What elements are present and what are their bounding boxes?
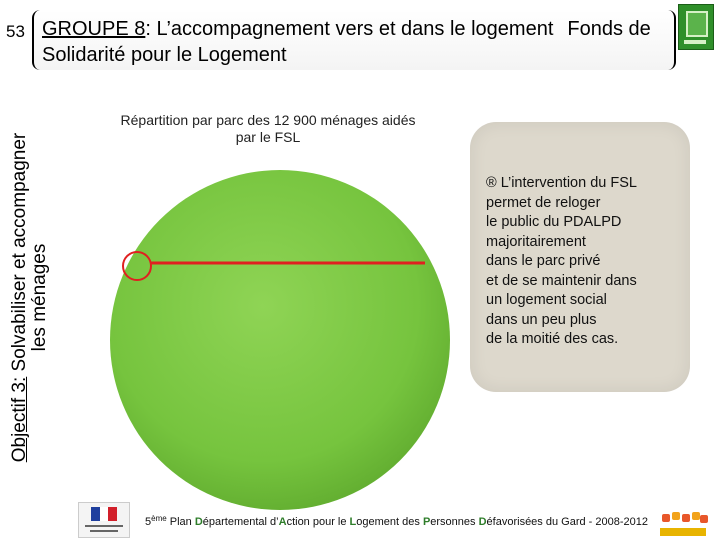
title-line2-a: olidarité pour le [55,44,198,66]
footer-prefix: 5 [145,516,152,528]
note-bullet: ® [486,175,497,191]
note-line: un logement social [486,292,607,308]
note-line: et de se maintenir dans [486,272,637,289]
footer-text: 5ème Plan Départemental d’Action pour le… [145,514,648,528]
gard-department-logo-icon [656,508,710,538]
chart-title-line2: par le FSL [235,129,301,145]
objective-text-line2: les ménages [29,243,50,352]
title-line2-first: S [42,44,56,66]
objective-label: Objectif 3: [9,376,30,463]
note-text: ® L’intervention du FSL permet de reloge… [486,174,686,350]
slide-number: 53 [6,22,25,41]
partner-logo-icon [678,4,714,50]
note-line: majoritairement [486,233,586,250]
chart-title-line1: Répartition par parc des 12 900 ménages … [120,112,416,128]
footer-seg: ogement des [356,516,423,528]
republique-francaise-logo-icon [78,502,130,538]
title-frame [32,10,676,70]
note-line: de la moitié des cas. [486,331,619,347]
footer-seg: éfavorisées du Gard - 2008-2012 [486,516,648,528]
footer-sup: ème [151,514,167,523]
footer-seg: A [278,516,287,528]
pie-slice [110,170,450,510]
note-line: le public du PDALPD [486,214,622,230]
footer-seg: Plan [166,516,195,528]
footer-seg: D [478,516,487,528]
note-box [470,122,690,392]
footer-seg: ction pour le [286,516,350,528]
footer-seg: D [194,516,203,528]
note-line: dans le parc privé [486,253,601,269]
title-group: GROUPE 8 [42,18,146,40]
title-part1: : L’accompagnement vers et dans le logem… [145,18,554,40]
note-line: dans un peu plus [486,311,597,328]
title-line2-b: ogement [208,44,287,66]
title-line2-L: L [197,44,209,66]
annotation-circle [122,251,152,281]
note-line: L’intervention du FSL [500,175,637,191]
pie-chart [110,170,450,510]
footer-seg: épartemental d’ [202,516,279,528]
footer-seg: P [422,516,431,528]
chart-title: Répartition par parc des 12 900 ménages … [88,112,448,146]
footer-seg: L [349,516,357,528]
note-line: permet de reloger [486,194,601,211]
objective-text: Solvabiliser et accompagner [9,132,30,377]
slide-title: GROUPE 8: L’accompagnement vers et dans … [42,16,672,68]
title-part2: Fonds de [567,18,651,40]
vertical-section-title: Objectif 3: Solvabiliser et accompagner … [9,75,50,520]
footer-seg: ersonnes [430,516,479,528]
